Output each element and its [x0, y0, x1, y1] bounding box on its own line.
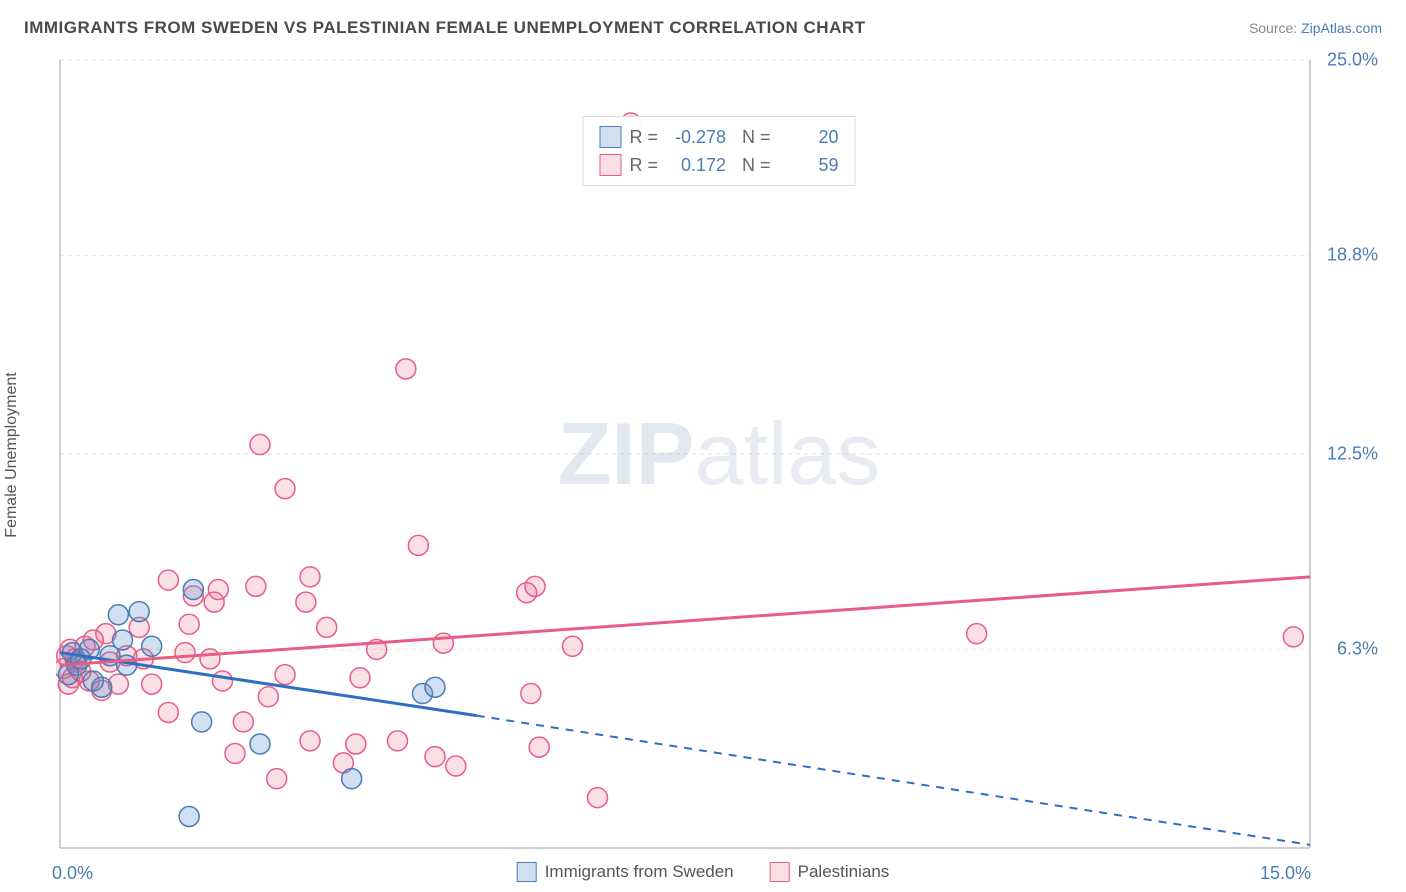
n-value-palestinian: 59 [779, 151, 839, 179]
y-tick-label: 6.3% [1337, 639, 1378, 660]
swatch-sweden [599, 126, 621, 148]
y-tick-label: 25.0% [1327, 50, 1378, 71]
chart-title: IMMIGRANTS FROM SWEDEN VS PALESTINIAN FE… [24, 18, 866, 38]
chart-area: ZIPatlas R = -0.278 N = 20 R = 0.172 N =… [56, 56, 1382, 852]
y-axis-label: Female Unemployment [3, 372, 21, 537]
r-value-sweden: -0.278 [666, 123, 726, 151]
legend-label-sweden: Immigrants from Sweden [545, 862, 734, 882]
r-value-palestinian: 0.172 [666, 151, 726, 179]
legend-swatch-palestinian [770, 862, 790, 882]
n-value-sweden: 20 [779, 123, 839, 151]
legend-item-palestinian: Palestinians [770, 862, 890, 882]
x-tick-label: 0.0% [52, 863, 93, 884]
stats-row-sweden: R = -0.278 N = 20 [599, 123, 838, 151]
stats-legend: R = -0.278 N = 20 R = 0.172 N = 59 [582, 116, 855, 186]
source-attribution: Source: ZipAtlas.com [1249, 20, 1382, 36]
legend-label-palestinian: Palestinians [798, 862, 890, 882]
x-tick-label: 15.0% [1260, 863, 1311, 884]
source-prefix: Source: [1249, 20, 1301, 36]
legend-swatch-sweden [517, 862, 537, 882]
series-legend: Immigrants from Sweden Palestinians [517, 862, 890, 882]
y-tick-label: 12.5% [1327, 444, 1378, 465]
swatch-palestinian [599, 154, 621, 176]
legend-item-sweden: Immigrants from Sweden [517, 862, 734, 882]
source-link[interactable]: ZipAtlas.com [1301, 20, 1382, 36]
chart-header: IMMIGRANTS FROM SWEDEN VS PALESTINIAN FE… [0, 0, 1406, 46]
stats-row-palestinian: R = 0.172 N = 59 [599, 151, 838, 179]
y-tick-label: 18.8% [1327, 245, 1378, 266]
